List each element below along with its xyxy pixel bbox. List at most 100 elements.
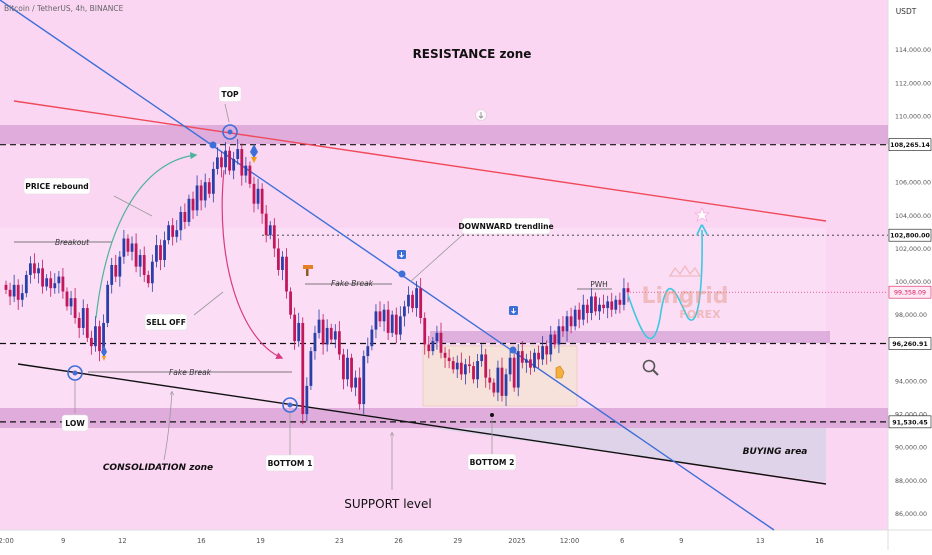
candle-body xyxy=(496,367,500,393)
consolidation-pointer xyxy=(163,392,172,461)
candle-body xyxy=(317,319,321,333)
candle-body xyxy=(37,268,40,274)
low-label xyxy=(61,414,89,432)
downward-trendline xyxy=(0,0,775,531)
currency-label: USDT xyxy=(896,7,917,16)
price-rebound-label xyxy=(23,177,91,195)
time-axis[interactable]: 12:00 9 12 16 19 23 26 29 2025 12:00 6 9 13 16 xyxy=(0,537,824,545)
x-tick-label: 12 xyxy=(118,537,127,545)
rocket-icon xyxy=(250,144,258,158)
candle-body xyxy=(8,289,12,297)
candle-body xyxy=(541,346,545,360)
candle-body xyxy=(435,332,439,342)
price-level-value: 108,265.14 xyxy=(890,142,930,149)
candle-body xyxy=(618,299,622,305)
candle-body xyxy=(150,261,154,284)
svg-text:Lingrid: Lingrid xyxy=(641,284,728,309)
bottom1-marker xyxy=(282,397,298,413)
candle-body xyxy=(581,304,585,320)
candle-body xyxy=(69,298,73,307)
candle-body xyxy=(248,165,252,184)
candle-body xyxy=(354,377,358,388)
candlestick-series xyxy=(4,138,630,425)
candle-body xyxy=(268,225,272,236)
candle-body xyxy=(65,291,69,307)
candle-body xyxy=(512,357,516,388)
candle-body xyxy=(106,284,110,323)
candle-body xyxy=(427,344,431,352)
price-level-value: 102,800.00 xyxy=(890,233,930,240)
price-level-lines xyxy=(0,144,888,423)
candle-body xyxy=(451,361,455,370)
consolidation-zone-label: CONSOLIDATION zone xyxy=(103,463,213,473)
candle-body xyxy=(463,364,467,375)
candle-body xyxy=(28,263,32,275)
x-tick-label: 6 xyxy=(620,537,624,545)
price-level-badge xyxy=(888,228,932,242)
candle-body xyxy=(195,185,199,211)
candle-body xyxy=(614,299,618,310)
candle-body xyxy=(553,334,557,345)
downward-trendline-label xyxy=(461,217,551,235)
candle-body xyxy=(191,198,195,211)
price-level-badge xyxy=(888,337,932,350)
candle-body xyxy=(561,326,565,332)
candle-body xyxy=(419,288,423,318)
candle-body xyxy=(122,238,126,257)
time-axis-background xyxy=(0,530,932,550)
candle-body xyxy=(264,213,268,236)
candle-body xyxy=(573,309,577,327)
candle-body xyxy=(569,316,573,327)
resistance-trendline xyxy=(13,100,827,222)
candle-body xyxy=(33,263,36,274)
y-tick-label: 98,000.00 xyxy=(895,312,927,319)
rocket-icon-2 xyxy=(101,345,107,357)
candle-body xyxy=(594,296,597,312)
candle-body xyxy=(24,274,28,294)
candle-body xyxy=(199,185,203,201)
candle-body xyxy=(142,255,146,275)
candle-body xyxy=(577,309,581,320)
candle-body xyxy=(228,150,231,171)
candle-body xyxy=(325,327,329,345)
candle-body xyxy=(390,314,394,333)
candle-body xyxy=(472,366,475,380)
candle-body xyxy=(163,240,166,261)
support-trendline xyxy=(17,363,827,485)
candle-body xyxy=(423,318,427,345)
sell-off-label-text: SELL OFF xyxy=(146,318,186,327)
candle-body xyxy=(224,150,227,168)
candle-body xyxy=(598,304,601,312)
chart-symbol-title: Bitcoin / TetherUS, 4h, BINANCE xyxy=(4,4,124,13)
candle-body xyxy=(211,168,215,194)
candle-body xyxy=(545,346,549,355)
price-level-value: 96,260.91 xyxy=(892,341,927,348)
candle-body xyxy=(403,306,406,317)
top-marker xyxy=(222,124,238,140)
price-level-badge xyxy=(888,415,932,429)
candle-body xyxy=(321,319,325,345)
candle-body xyxy=(443,352,447,358)
candle-body xyxy=(89,337,93,347)
projection-path xyxy=(627,230,702,340)
candle-body xyxy=(12,284,16,297)
candle-body xyxy=(244,165,248,176)
mid-band xyxy=(430,331,830,343)
candle-body xyxy=(455,362,459,370)
candle-body xyxy=(504,374,508,396)
low-marker xyxy=(67,365,83,381)
candle-body xyxy=(313,332,317,352)
candle-body xyxy=(386,309,390,333)
candle-body xyxy=(110,265,114,285)
x-tick-label: 2025 xyxy=(508,537,525,545)
x-tick-label: 23 xyxy=(335,537,344,545)
candle-body xyxy=(167,225,171,241)
y-tick-label: 90,000.00 xyxy=(895,445,927,452)
x-tick-label: 12:00 xyxy=(0,537,14,545)
y-tick-label: 106,000.00 xyxy=(895,180,931,187)
candle-body xyxy=(606,301,610,309)
price-axis[interactable]: 86,000.00 88,000.00 90,000.00 92,000.00 94,0… xyxy=(888,47,932,518)
candle-body xyxy=(220,157,223,168)
buying-area-label: BUYING area xyxy=(743,447,808,457)
